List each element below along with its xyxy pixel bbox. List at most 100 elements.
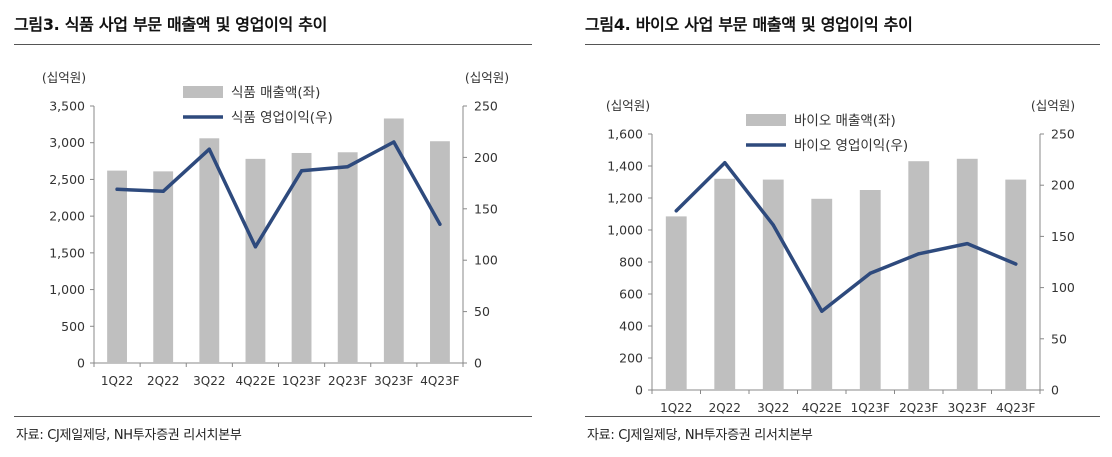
left-tick-label: 400 bbox=[619, 319, 643, 334]
left-tick-label: 1,400 bbox=[607, 159, 643, 174]
figure-title: 그림3. 식품 사업 부문 매출액 및 영업이익 추이 bbox=[14, 15, 328, 34]
title-rule bbox=[585, 44, 1100, 45]
right-tick-label: 150 bbox=[474, 201, 498, 216]
source-note: 자료: CJ제일제당, NH투자증권 리서치본부 bbox=[16, 428, 242, 443]
category-label: 1Q23F bbox=[282, 374, 321, 388]
bar bbox=[291, 152, 312, 363]
left-tick-label: 3,500 bbox=[49, 99, 85, 114]
left-tick-label: 2,000 bbox=[49, 209, 85, 224]
legend-swatch-bar bbox=[746, 114, 786, 126]
right-tick-label: 200 bbox=[474, 150, 498, 165]
left-unit-label: (십억원) bbox=[42, 70, 86, 85]
category-label: 3Q22 bbox=[193, 374, 225, 388]
food-chart: 0 500 1,000 1,500 2,000 2,500 3,000 3,500 0 50 100… bbox=[42, 70, 509, 388]
source-rule bbox=[585, 416, 1100, 417]
line-point bbox=[820, 309, 824, 313]
line-point bbox=[253, 245, 258, 249]
line-point bbox=[115, 187, 119, 191]
legend-label-bar: 식품 매출액(좌) bbox=[231, 85, 320, 101]
line-point bbox=[771, 223, 775, 227]
left-tick-label: 3,000 bbox=[49, 135, 85, 150]
right-tick-label: 100 bbox=[1051, 280, 1075, 295]
category-label: 4Q23F bbox=[996, 401, 1035, 415]
category-label: 2Q22 bbox=[709, 401, 741, 415]
bar bbox=[714, 178, 736, 390]
category-label: 4Q22E bbox=[235, 374, 275, 388]
category-label: 1Q23F bbox=[851, 401, 890, 415]
bar bbox=[430, 141, 450, 363]
bar bbox=[107, 170, 127, 363]
line-series bbox=[115, 140, 442, 249]
right-unit-label: (십억원) bbox=[465, 70, 509, 85]
left-tick-label: 1,600 bbox=[607, 127, 643, 142]
line-point bbox=[917, 252, 921, 256]
left-tick-label: 0 bbox=[635, 383, 643, 398]
right-tick-label: 0 bbox=[1051, 383, 1059, 398]
category-label: 3Q23F bbox=[374, 374, 413, 388]
source-note: 자료: CJ제일제당, NH투자증권 리서치본부 bbox=[587, 428, 813, 443]
category-label: 4Q23F bbox=[420, 374, 459, 388]
legend-label-bar: 바이오 매출액(좌) bbox=[794, 113, 896, 129]
legend-label-line: 식품 영업이익(우) bbox=[231, 110, 333, 126]
left-unit-label: (십억원) bbox=[606, 98, 650, 113]
line-point bbox=[207, 147, 211, 151]
bar bbox=[245, 158, 266, 363]
source-rule bbox=[14, 416, 532, 417]
category-label: 4Q22E bbox=[802, 401, 842, 415]
figure-title: 그림4. 바이오 사업 부문 매출액 및 영업이익 추이 bbox=[585, 15, 913, 34]
line-point bbox=[868, 271, 872, 275]
bar bbox=[956, 158, 978, 390]
bar bbox=[199, 138, 220, 363]
legend-swatch-bar bbox=[183, 86, 223, 98]
right-tick-label: 50 bbox=[1051, 331, 1067, 346]
left-tick-label: 1,000 bbox=[607, 223, 643, 238]
category-label: 2Q23F bbox=[899, 401, 938, 415]
line-point bbox=[299, 169, 304, 173]
line-point bbox=[346, 165, 350, 169]
line-point bbox=[392, 140, 396, 144]
category-label: 3Q22 bbox=[757, 401, 789, 415]
left-tick-label: 2,500 bbox=[49, 172, 85, 187]
line-point bbox=[723, 161, 727, 165]
line-point bbox=[674, 209, 678, 213]
legend-label-line: 바이오 영업이익(우) bbox=[794, 138, 908, 154]
left-tick-label: 200 bbox=[619, 351, 643, 366]
category-label: 3Q23F bbox=[948, 401, 987, 415]
category-label: 2Q23F bbox=[328, 374, 367, 388]
bar bbox=[383, 118, 404, 364]
chart-panel-food: 그림3. 식품 사업 부문 매출액 및 영업이익 추이 0 500 1,000 1,5… bbox=[14, 15, 532, 443]
category-label: 1Q22 bbox=[660, 401, 692, 415]
bar bbox=[1005, 179, 1027, 390]
left-tick-label: 800 bbox=[619, 255, 643, 270]
left-tick-label: 0 bbox=[77, 356, 85, 371]
category-label: 1Q22 bbox=[101, 374, 133, 388]
left-tick-label: 1,000 bbox=[49, 282, 85, 297]
right-tick-label: 0 bbox=[474, 356, 482, 371]
left-tick-label: 600 bbox=[619, 287, 643, 302]
line-point bbox=[1014, 262, 1018, 266]
bar bbox=[859, 190, 881, 390]
bio-chart: 0 200 400 600 800 1,000 1,200 1,400 1,600 0 50 100 1… bbox=[606, 98, 1075, 415]
chart-panel-bio: 그림4. 바이오 사업 부문 매출액 및 영업이익 추이 0 200 400 600 8… bbox=[556, 0, 1112, 457]
bar bbox=[762, 179, 784, 390]
left-tick-label: 1,200 bbox=[607, 191, 643, 206]
line-point bbox=[438, 222, 442, 226]
category-label: 2Q22 bbox=[147, 374, 179, 388]
right-unit-label: (십억원) bbox=[1031, 98, 1075, 113]
bar bbox=[665, 216, 687, 390]
right-tick-label: 100 bbox=[474, 253, 498, 268]
right-tick-label: 150 bbox=[1051, 229, 1075, 244]
right-tick-label: 50 bbox=[474, 304, 490, 319]
right-tick-label: 250 bbox=[1051, 127, 1075, 142]
bar bbox=[908, 161, 930, 390]
line-point bbox=[161, 189, 165, 193]
left-tick-label: 500 bbox=[61, 319, 85, 334]
bar bbox=[337, 152, 358, 363]
right-tick-label: 250 bbox=[474, 99, 498, 114]
bar bbox=[153, 171, 174, 363]
bar bbox=[811, 198, 833, 390]
line-series bbox=[674, 160, 1018, 313]
right-tick-label: 200 bbox=[1051, 178, 1075, 193]
line-point bbox=[965, 241, 969, 246]
left-tick-label: 1,500 bbox=[49, 245, 85, 260]
